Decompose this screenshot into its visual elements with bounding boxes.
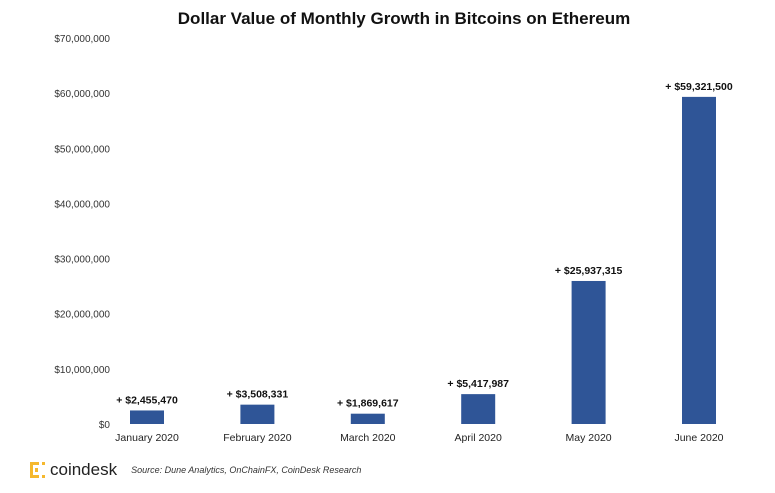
y-tick-label: $0: [99, 420, 111, 431]
bar: [130, 410, 164, 424]
bar: [240, 404, 275, 424]
bar: [350, 413, 385, 424]
x-tick-label: April 2020: [455, 432, 502, 444]
x-tick-label: March 2020: [340, 432, 396, 444]
bar: [682, 96, 716, 424]
x-tick-label: May 2020: [566, 432, 612, 444]
x-tick-label: June 2020: [674, 432, 723, 444]
y-tick-label: $60,000,000: [54, 89, 110, 100]
x-tick-label: January 2020: [115, 432, 179, 444]
y-tick-label: $10,000,000: [54, 365, 110, 376]
data-label: + $5,417,987: [447, 378, 509, 390]
bars: + $2,455,470 January 2020 + $3,508,331 Febr…: [115, 81, 733, 444]
data-label: + $1,869,617: [337, 398, 399, 410]
data-label: + $2,455,470: [116, 394, 178, 406]
y-axis: $0 $10,000,000 $20,000,000 $30,000,000 $40,0…: [54, 34, 110, 431]
coindesk-logo: coindesk: [50, 460, 118, 479]
y-tick-label: $70,000,000: [54, 34, 110, 45]
y-tick-label: $20,000,000: [54, 310, 110, 321]
bar: [461, 394, 496, 424]
y-tick-label: $30,000,000: [54, 255, 110, 266]
bar-chart: Dollar Value of Monthly Growth in Bitcoi…: [54, 9, 733, 444]
x-tick-label: February 2020: [223, 432, 291, 444]
data-label: + $3,508,331: [227, 389, 289, 401]
y-tick-label: $40,000,000: [54, 199, 110, 210]
coindesk-logo-icon: [30, 462, 45, 478]
y-tick-label: $50,000,000: [54, 144, 110, 155]
bar: [571, 280, 606, 424]
chart-title: Dollar Value of Monthly Growth in Bitcoi…: [178, 9, 630, 28]
footer: coindesk Source: Dune Analytics, OnChain…: [30, 460, 361, 480]
data-label: + $25,937,315: [555, 265, 623, 277]
source-note: Source: Dune Analytics, OnChainFX, CoinD…: [131, 465, 362, 475]
data-label: + $59,321,500: [665, 81, 733, 93]
